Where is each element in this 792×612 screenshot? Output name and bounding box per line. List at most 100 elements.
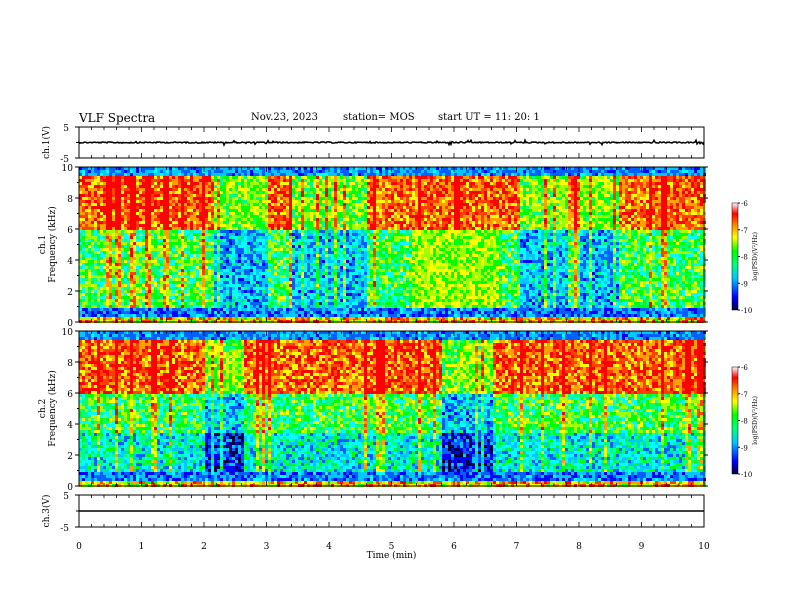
spectrogram-cell (91, 215, 94, 218)
spectrogram-cell (133, 251, 136, 254)
spectrogram-cell (148, 221, 151, 224)
spectrogram-cell (85, 242, 88, 245)
spectrogram-cell (181, 191, 184, 194)
spectrogram-cell (133, 176, 136, 179)
spectrogram-cell (157, 209, 160, 212)
spectrogram-cell (148, 215, 151, 218)
spectrogram-cell (121, 218, 124, 221)
spectrogram-cell (124, 218, 127, 221)
spectrogram-cell (145, 263, 148, 266)
spectrogram-cell (88, 314, 91, 317)
spectrogram-cell (127, 224, 130, 227)
spectrogram-cell (97, 224, 100, 227)
spectrogram-cell (127, 239, 130, 242)
spectrogram-cell (91, 305, 94, 308)
spectrogram-cell (169, 194, 172, 197)
spectrogram-cell (124, 206, 127, 209)
spectrogram-cell (112, 254, 115, 257)
spectrogram-cell (106, 284, 109, 287)
spectrogram-cell (130, 251, 133, 254)
spectrogram-cell (109, 281, 112, 284)
spectrogram-cell (172, 317, 175, 320)
spectrogram-cell (112, 260, 115, 263)
spectrogram-cell (172, 266, 175, 269)
spectrogram-cell (82, 212, 85, 215)
spectrogram-cell (157, 254, 160, 257)
spectrogram-cell (130, 248, 133, 251)
spectrogram-cell (160, 185, 163, 188)
spectrogram-cell (133, 236, 136, 239)
spectrogram-cell (142, 221, 145, 224)
spectrogram-cell (118, 278, 121, 281)
spectrogram-cell (91, 218, 94, 221)
spectrogram-cell (163, 290, 166, 293)
spectrogram-cell (91, 245, 94, 248)
spectrogram-cell (124, 197, 127, 200)
spectrogram-cell (112, 275, 115, 278)
spectrogram-cell (118, 317, 121, 320)
spectrogram-cell (97, 266, 100, 269)
spectrogram-cell (145, 284, 148, 287)
spectrogram-cell (160, 191, 163, 194)
spectrogram-cell (136, 242, 139, 245)
spectrogram-cell (139, 221, 142, 224)
spectrogram-cell (154, 278, 157, 281)
spectrogram-cell (178, 212, 181, 215)
spectrogram-cell (106, 281, 109, 284)
spectrogram-cell (124, 170, 127, 173)
spectrogram-cell (97, 215, 100, 218)
spectrogram-cell (169, 314, 172, 317)
spectrogram-cell (175, 236, 178, 239)
spectrogram-cell (181, 215, 184, 218)
spectrogram-cell (124, 254, 127, 257)
spectrogram-cell (163, 305, 166, 308)
spectrogram-cell (103, 263, 106, 266)
spectrogram-cell (109, 278, 112, 281)
spectrogram-cell (160, 290, 163, 293)
spectrogram-cell (163, 221, 166, 224)
spectrogram-cell (172, 176, 175, 179)
spectrogram-cell (160, 308, 163, 311)
spectrogram-cell (103, 311, 106, 314)
spectrogram-cell (142, 293, 145, 296)
spectrogram-cell (94, 239, 97, 242)
spectrogram-cell (82, 224, 85, 227)
spectrogram-cell (133, 224, 136, 227)
spectrogram-cell (94, 293, 97, 296)
spectrogram-cell (169, 200, 172, 203)
spectrogram-cell (127, 275, 130, 278)
spectrogram-cell (163, 179, 166, 182)
spectrogram-cell (82, 215, 85, 218)
spectrogram-cell (130, 269, 133, 272)
spectrogram-cell (175, 299, 178, 302)
spectrogram-cell (118, 194, 121, 197)
spectrogram-cell (94, 200, 97, 203)
spectrogram-cell (151, 251, 154, 254)
spectrogram-cell (124, 233, 127, 236)
spectrogram-cell (94, 212, 97, 215)
spectrogram-cell (118, 281, 121, 284)
spectrogram-cell (88, 212, 91, 215)
spectrogram-cell (130, 242, 133, 245)
spectrogram-cell (109, 203, 112, 206)
spectrogram-cell (136, 185, 139, 188)
spectrogram-cell (106, 314, 109, 317)
spectrogram-cell (163, 311, 166, 314)
spectrogram-cell (91, 176, 94, 179)
spectrogram-cell (145, 245, 148, 248)
spectrogram-cell (121, 278, 124, 281)
spectrogram-cell (154, 248, 157, 251)
spectrogram-cell (163, 242, 166, 245)
spectrogram-cell (157, 170, 160, 173)
spectrogram-cell (118, 191, 121, 194)
spectrogram-cell (166, 293, 169, 296)
spectrogram-cell (97, 233, 100, 236)
spectrogram-cell (139, 248, 142, 251)
spectrogram-cell (115, 191, 118, 194)
spectrogram-cell (91, 299, 94, 302)
spectrogram-cell (106, 287, 109, 290)
spectrogram-cell (136, 230, 139, 233)
spectrogram-cell (100, 215, 103, 218)
spectrogram-cell (109, 260, 112, 263)
spectrogram-cell (175, 227, 178, 230)
